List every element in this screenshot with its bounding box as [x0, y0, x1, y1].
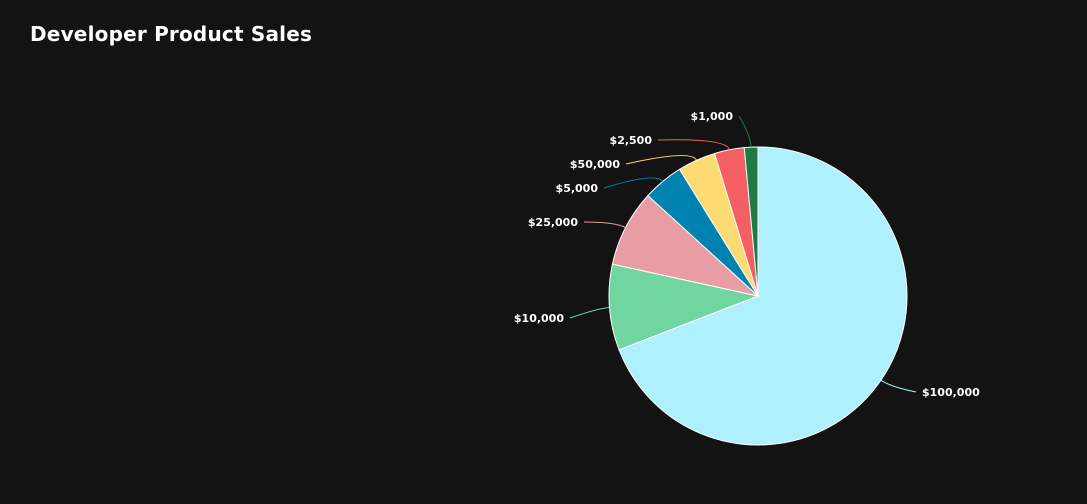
slice-label: $10,000	[514, 312, 564, 325]
leader-line	[738, 115, 752, 148]
pie-slice[interactable]	[608, 263, 760, 351]
pie-slice[interactable]	[743, 146, 759, 297]
slice-label: $100,000	[922, 386, 980, 399]
slice-label: $50,000	[570, 158, 620, 171]
leader-line	[603, 177, 664, 189]
leader-line	[569, 306, 610, 319]
slice-label: $25,000	[528, 216, 578, 229]
leader-line	[625, 155, 698, 165]
leader-line	[583, 221, 626, 228]
leader-line	[880, 379, 917, 393]
chart-title: Developer Product Sales	[30, 22, 313, 46]
pie-slices	[608, 146, 908, 446]
slice-label: $1,000	[691, 110, 734, 123]
pie-labels: $100,000 $10,000 $25,000 $5,000 $50,000 $2,50…	[514, 110, 980, 399]
slice-label: $5,000	[556, 182, 599, 195]
leader-line	[657, 139, 730, 151]
slice-label: $2,500	[610, 134, 653, 147]
pie-leader-lines	[569, 115, 917, 393]
